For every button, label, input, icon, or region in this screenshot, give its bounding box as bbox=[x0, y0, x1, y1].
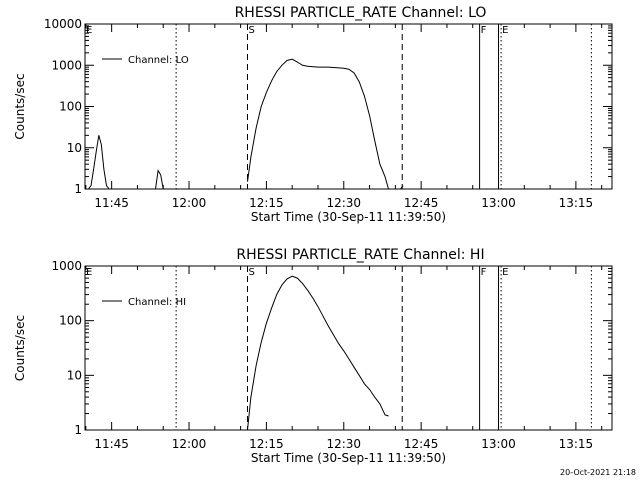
x-tick-label: 13:15 bbox=[559, 196, 594, 210]
x-tick-label: 12:30 bbox=[326, 196, 361, 210]
series-line bbox=[247, 58, 389, 190]
y-tick-label: 100 bbox=[59, 314, 82, 328]
event-marker-label: F bbox=[481, 267, 487, 278]
y-tick-label: 1 bbox=[74, 423, 82, 437]
x-tick-label: 11:45 bbox=[94, 196, 129, 210]
x-tick-label: 12:00 bbox=[172, 437, 207, 451]
event-marker-label: E bbox=[502, 267, 508, 278]
event-marker-label: F bbox=[481, 25, 487, 36]
x-tick-label: 12:45 bbox=[404, 437, 439, 451]
x-tick-label: 13:15 bbox=[559, 437, 594, 451]
x-tick-label: 13:00 bbox=[481, 196, 516, 210]
y-tick-label: 1000 bbox=[51, 259, 82, 273]
x-tick-label: 11:45 bbox=[94, 437, 129, 451]
plot-frame bbox=[84, 23, 613, 190]
y-tick-label: 10 bbox=[67, 141, 82, 155]
event-marker-label: S bbox=[248, 25, 254, 36]
x-axis-label: Start Time (30-Sep-11 11:39:50) bbox=[251, 210, 446, 224]
legend-label: Channel: HI bbox=[128, 297, 186, 308]
chart-title: RHESSI PARTICLE_RATE Channel: HI bbox=[236, 247, 484, 263]
x-tick-label: 12:45 bbox=[404, 196, 439, 210]
x-tick-label: 12:15 bbox=[249, 437, 284, 451]
series-line bbox=[247, 275, 389, 431]
y-tick-label: 10 bbox=[67, 368, 82, 382]
x-tick-label: 12:30 bbox=[326, 437, 361, 451]
event-marker-label: E bbox=[502, 25, 508, 36]
x-tick-label: 12:15 bbox=[249, 196, 284, 210]
legend-label: Channel: LO bbox=[128, 55, 189, 66]
y-tick-label: 1 bbox=[74, 182, 82, 196]
y-axis-label: Counts/sec bbox=[13, 315, 27, 381]
plot-frame bbox=[84, 265, 613, 431]
y-tick-label: 100 bbox=[59, 100, 82, 114]
x-axis-label: Start Time (30-Sep-11 11:39:50) bbox=[251, 451, 446, 465]
chart-title: RHESSI PARTICLE_RATE Channel: LO bbox=[235, 5, 487, 21]
y-tick-label: 10000 bbox=[44, 17, 82, 31]
footer-timestamp: 20-Oct-2021 21:18 bbox=[560, 468, 636, 477]
event-marker-label: S bbox=[248, 267, 254, 278]
y-axis-label: Counts/sec bbox=[13, 73, 27, 139]
x-tick-label: 12:00 bbox=[172, 196, 207, 210]
series-line bbox=[88, 135, 110, 190]
series-line bbox=[400, 185, 404, 190]
event-marker-label: E bbox=[86, 267, 92, 278]
series-line bbox=[155, 169, 164, 190]
event-marker-label: E bbox=[86, 25, 92, 36]
x-tick-label: 13:00 bbox=[481, 437, 516, 451]
y-tick-label: 1000 bbox=[51, 58, 82, 72]
